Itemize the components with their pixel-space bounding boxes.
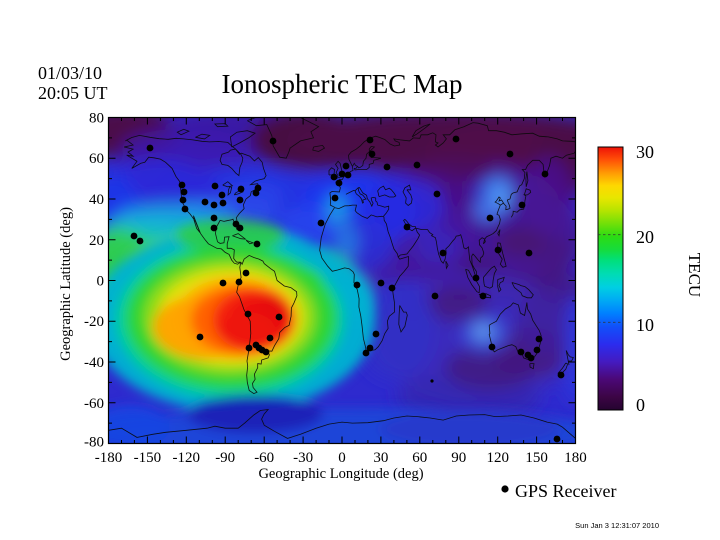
svg-text:20: 20: [89, 233, 104, 249]
svg-text:Sun Jan 3 12:31:07 2010: Sun Jan 3 12:31:07 2010: [575, 521, 659, 530]
svg-text:180: 180: [564, 450, 587, 466]
svg-text:-60: -60: [84, 396, 104, 412]
svg-text:150: 150: [525, 450, 548, 466]
svg-text:-90: -90: [215, 450, 235, 466]
svg-text:20:05 UT: 20:05 UT: [38, 83, 108, 103]
svg-text:01/03/10: 01/03/10: [38, 63, 102, 83]
svg-text:60: 60: [412, 450, 427, 466]
svg-text:-120: -120: [173, 450, 201, 466]
svg-text:30: 30: [373, 450, 388, 466]
svg-text:90: 90: [451, 450, 466, 466]
svg-text:Geographic Longitude (deg): Geographic Longitude (deg): [258, 466, 423, 482]
svg-text:20: 20: [636, 227, 654, 247]
svg-text:Geographic Latitude (deg): Geographic Latitude (deg): [58, 207, 74, 361]
svg-text:TECU: TECU: [685, 253, 704, 297]
svg-text:120: 120: [486, 450, 509, 466]
svg-text:60: 60: [89, 151, 104, 167]
svg-text:40: 40: [89, 192, 104, 208]
svg-text:80: 80: [89, 111, 104, 127]
svg-text:-40: -40: [84, 355, 104, 371]
svg-text:-20: -20: [84, 314, 104, 330]
svg-text:-180: -180: [95, 450, 123, 466]
svg-text:30: 30: [636, 142, 654, 162]
svg-text:10: 10: [636, 315, 654, 335]
svg-text:0: 0: [338, 450, 346, 466]
svg-text:0: 0: [97, 274, 105, 290]
svg-text:Ionospheric TEC Map: Ionospheric TEC Map: [222, 69, 463, 99]
svg-text:-150: -150: [134, 450, 162, 466]
svg-text:-80: -80: [84, 435, 104, 451]
svg-text:0: 0: [636, 395, 645, 415]
svg-text:-60: -60: [254, 450, 274, 466]
svg-text:-30: -30: [293, 450, 313, 466]
svg-text:GPS Receiver: GPS Receiver: [515, 481, 616, 501]
